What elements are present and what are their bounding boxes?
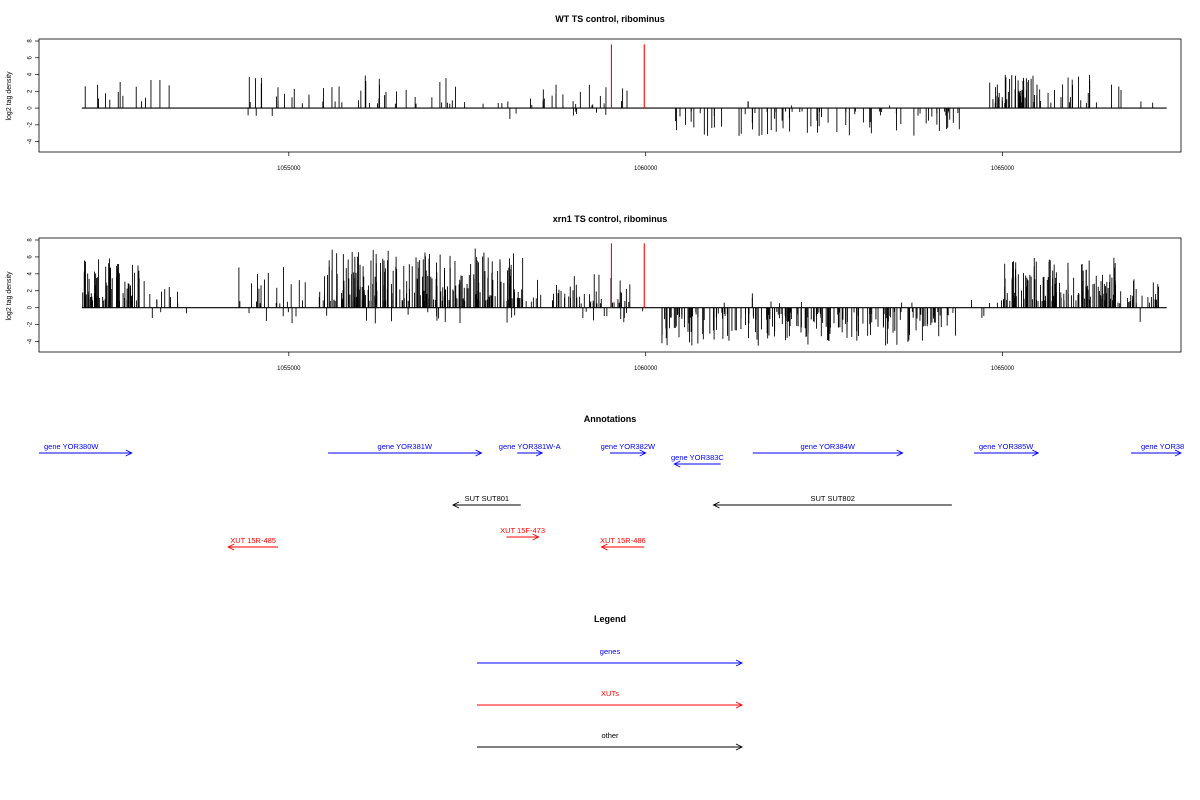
x-tick-label: 1065000	[991, 366, 1015, 372]
annotation-feature: gene YOR381W	[328, 442, 483, 457]
wt-markers	[610, 44, 645, 109]
legend-arrowhead	[735, 659, 744, 667]
wt-track-title: WT TS control, ribominus	[555, 14, 665, 24]
feature-arrowhead	[712, 501, 720, 509]
xrn1-markers	[610, 243, 645, 308]
annotation-feature: gene YOR385W	[974, 442, 1040, 457]
y-tick-label: 6	[28, 255, 34, 259]
feature-arrowhead	[475, 449, 483, 457]
y-tick-label: 6	[28, 55, 34, 59]
xrn1-track-title: xrn1 TS control, ribominus	[553, 214, 668, 224]
feature-arrowhead	[535, 449, 544, 457]
annotation-feature: XUT 15R-486	[600, 536, 646, 551]
feature-arrowhead	[125, 449, 133, 457]
feature-label: XUT 15R-486	[600, 536, 646, 545]
annotation-feature: SUT SUT802	[712, 494, 952, 509]
feature-label: gene YOR383C	[671, 453, 724, 462]
x-tick-label: 1060000	[634, 366, 658, 372]
xrn1-x-axis: 1055000 1060000 1065000	[277, 352, 1015, 372]
feature-label: gene YOR380W	[44, 442, 99, 451]
wt-bars	[81, 74, 1167, 136]
feature-label: gene YOR381W	[378, 442, 433, 451]
annotation-feature: XUT 15F-473	[500, 526, 545, 541]
feature-arrowhead	[639, 449, 647, 457]
y-tick-label: 0	[28, 305, 34, 309]
legend-arrowhead	[735, 701, 744, 709]
feature-label: gene YOR381W-A	[499, 442, 561, 451]
wt-y-axis-label: log2 tag density	[6, 71, 13, 121]
feature-arrowhead	[896, 449, 904, 457]
y-tick-label: 2	[28, 89, 34, 93]
feature-label: gene YOR38	[1141, 442, 1184, 451]
feature-label: gene YOR382W	[601, 442, 656, 451]
annotations-title: Annotations	[584, 414, 637, 424]
xrn1-y-axis: -4 -2 0 2 4 6 8	[28, 238, 39, 344]
annotation-feature: XUT 15R-485	[227, 536, 279, 551]
x-tick-label: 1060000	[634, 166, 658, 172]
legend-item: XUTs	[477, 689, 744, 709]
y-tick-label: 8	[28, 238, 34, 242]
feature-label: gene YOR384W	[800, 442, 855, 451]
feature-arrowhead	[673, 460, 681, 468]
annotation-feature: SUT SUT801	[451, 494, 521, 509]
legend-arrowhead	[735, 743, 744, 751]
legend-title: Legend	[594, 614, 626, 624]
y-tick-label: -4	[28, 338, 34, 344]
y-tick-label: 2	[28, 288, 34, 292]
legend-items: genes XUTs other	[477, 647, 744, 751]
annotation-feature: gene YOR381W-A	[499, 442, 561, 457]
feature-arrowhead	[227, 543, 235, 551]
feature-arrowhead	[451, 501, 460, 509]
legend-item: genes	[477, 647, 744, 667]
feature-arrowhead	[1032, 449, 1040, 457]
feature-label: SUT SUT802	[810, 494, 854, 503]
xrn1-plot-frame	[38, 237, 1182, 353]
annotation-features: gene YOR380W gene YOR381W gene YOR381W-A ge…	[39, 442, 1184, 551]
wt-y-axis: -4 -2 0 2 4 6 8	[28, 39, 39, 144]
legend-item: other	[477, 731, 744, 751]
legend-section: Legend genes XUTs other	[477, 614, 744, 751]
x-tick-label: 1055000	[277, 166, 301, 172]
wt-x-axis: 1055000 1060000 1065000	[277, 152, 1015, 172]
annotation-feature: gene YOR382W	[601, 442, 656, 457]
feature-label: gene YOR385W	[979, 442, 1034, 451]
y-tick-label: 4	[28, 272, 34, 276]
wt-plot-frame	[38, 38, 1182, 153]
annotation-feature: gene YOR38	[1131, 442, 1184, 457]
annotation-feature: gene YOR380W	[39, 442, 133, 457]
xrn1-y-axis-label: log2 tag density	[6, 271, 13, 321]
annotation-feature: gene YOR383C	[671, 453, 724, 468]
feature-label: SUT SUT801	[465, 494, 509, 503]
y-tick-label: 0	[28, 106, 34, 110]
y-tick-label: -2	[28, 122, 34, 128]
annotation-feature: gene YOR384W	[752, 442, 904, 457]
annotations-section: Annotations gene YOR380W gene YOR381W gene…	[39, 414, 1184, 551]
x-tick-label: 1055000	[277, 366, 301, 372]
wt-track-panel: WT TS control, ribominus log2 tag densit…	[6, 14, 1182, 172]
legend-label: XUTs	[601, 689, 619, 698]
xrn1-bars	[81, 248, 1167, 346]
x-tick-label: 1065000	[991, 166, 1015, 172]
legend-label: genes	[600, 647, 621, 656]
feature-arrowhead	[532, 533, 540, 541]
y-tick-label: -4	[28, 138, 34, 144]
feature-label: XUT 15F-473	[500, 526, 545, 535]
legend-label: other	[601, 731, 619, 740]
y-tick-label: 4	[28, 72, 34, 76]
feature-arrowhead	[1174, 449, 1183, 457]
xrn1-track-panel: xrn1 TS control, ribominus log2 tag dens…	[6, 214, 1182, 372]
feature-arrowhead	[600, 543, 608, 551]
y-tick-label: 8	[28, 39, 34, 43]
y-tick-label: -2	[28, 321, 34, 327]
feature-label: XUT 15R-485	[230, 536, 276, 545]
